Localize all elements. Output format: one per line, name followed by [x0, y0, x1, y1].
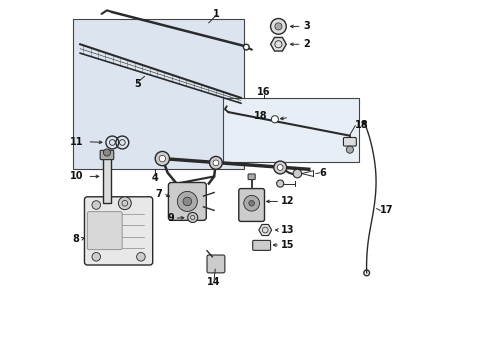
FancyBboxPatch shape: [100, 150, 114, 159]
Text: 3: 3: [303, 21, 309, 31]
Text: 9: 9: [167, 213, 174, 223]
Circle shape: [183, 197, 191, 206]
Text: 15: 15: [281, 240, 294, 250]
FancyBboxPatch shape: [238, 189, 264, 221]
Text: 17: 17: [380, 205, 393, 215]
FancyBboxPatch shape: [247, 174, 255, 180]
Text: 11: 11: [69, 137, 83, 147]
Text: 14: 14: [207, 277, 221, 287]
Text: 4: 4: [151, 173, 158, 183]
Text: 6: 6: [319, 168, 325, 178]
Circle shape: [103, 149, 110, 156]
Text: 7: 7: [155, 189, 162, 199]
Circle shape: [209, 157, 222, 169]
Circle shape: [155, 152, 169, 166]
Circle shape: [92, 201, 101, 209]
Text: 16: 16: [257, 87, 270, 98]
Text: 2: 2: [303, 39, 309, 49]
FancyBboxPatch shape: [87, 212, 122, 249]
FancyBboxPatch shape: [84, 197, 152, 265]
Text: 10: 10: [69, 171, 83, 181]
Circle shape: [213, 160, 218, 166]
Circle shape: [361, 121, 366, 125]
Circle shape: [244, 195, 259, 211]
Circle shape: [136, 252, 145, 261]
Text: 13: 13: [281, 225, 294, 235]
FancyBboxPatch shape: [73, 19, 244, 169]
Circle shape: [270, 18, 285, 34]
Circle shape: [118, 197, 131, 210]
FancyBboxPatch shape: [168, 183, 206, 220]
Text: 1: 1: [212, 9, 219, 19]
FancyBboxPatch shape: [252, 240, 270, 250]
FancyBboxPatch shape: [206, 255, 224, 273]
Circle shape: [273, 161, 286, 174]
Text: 18: 18: [354, 120, 368, 130]
Circle shape: [274, 23, 282, 30]
FancyBboxPatch shape: [102, 157, 111, 203]
Text: 12: 12: [281, 197, 294, 206]
Circle shape: [177, 192, 197, 211]
Circle shape: [243, 44, 248, 50]
Circle shape: [248, 201, 254, 206]
Text: 8: 8: [72, 234, 80, 244]
Circle shape: [346, 146, 353, 153]
FancyBboxPatch shape: [343, 138, 356, 146]
Circle shape: [292, 169, 301, 178]
Circle shape: [187, 212, 197, 222]
Text: 5: 5: [134, 78, 141, 89]
Circle shape: [159, 156, 165, 162]
Circle shape: [277, 165, 283, 170]
Text: 18: 18: [253, 111, 267, 121]
Circle shape: [271, 116, 278, 123]
FancyBboxPatch shape: [223, 98, 358, 162]
Circle shape: [92, 252, 101, 261]
Circle shape: [276, 180, 283, 187]
